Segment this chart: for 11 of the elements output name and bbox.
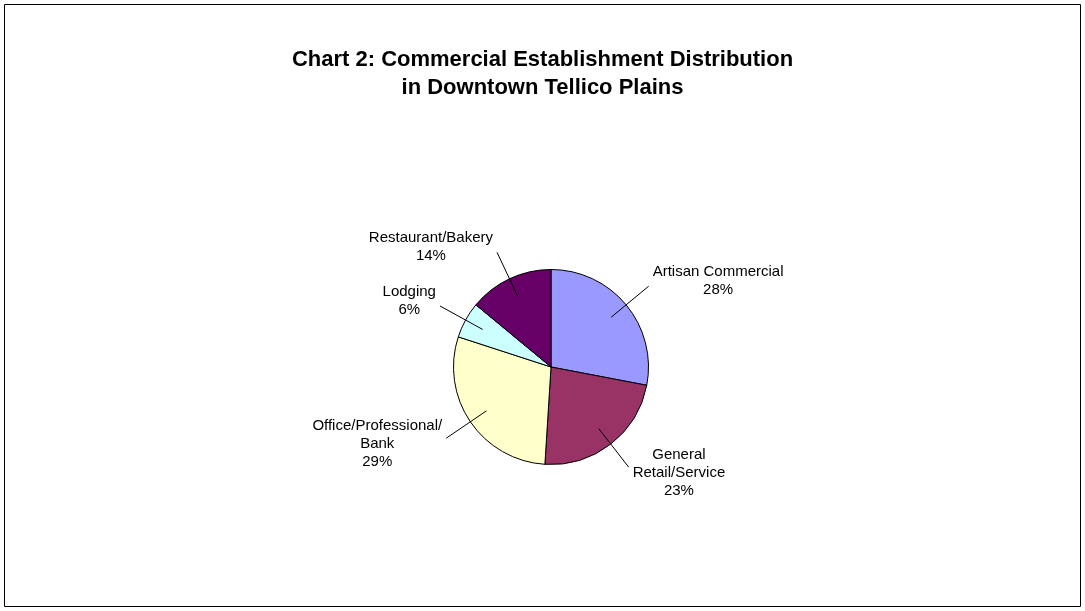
slice-label: Lodging	[382, 281, 436, 299]
data-label: 28%	[703, 279, 734, 297]
slice-label: General Retail/Service	[632, 444, 726, 480]
data-label: 29%	[362, 451, 393, 469]
data-label: 14%	[415, 246, 446, 264]
slice-label: Artisan Commercial	[652, 261, 784, 279]
slice-label: Office/Professional/ Bank	[312, 415, 443, 451]
data-label: 23%	[663, 480, 694, 498]
slice-label: Restaurant/Bakery	[368, 228, 494, 246]
chart-title: Chart 2: Commercial Establishment Distribution in Downtown Tellico Plains	[291, 46, 794, 100]
data-label: 6%	[398, 299, 421, 317]
